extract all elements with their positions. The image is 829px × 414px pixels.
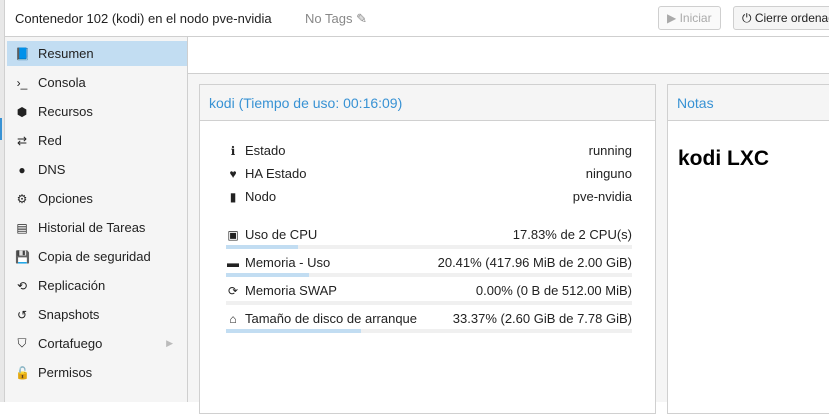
- sidebar-item-label: Replicación: [38, 278, 106, 293]
- sidebar-item-label: DNS: [38, 162, 66, 177]
- server-icon: ▮: [229, 189, 237, 204]
- resource-tree-edge: [0, 0, 5, 402]
- gear-icon: ⚙: [16, 191, 28, 206]
- sidebar-item-copia-de-seguridad[interactable]: 💾 Copia de seguridad: [7, 244, 187, 269]
- usage-bar-fill: [226, 245, 299, 249]
- sidebar-item-replicaci-n[interactable]: ⟲ Replicación: [7, 273, 187, 298]
- sidebar-item-label: Permisos: [38, 365, 93, 380]
- sidebar-item-label: Copia de seguridad: [38, 249, 151, 264]
- header: Contenedor 102 (kodi) en el nodo pve-nvi…: [5, 0, 829, 37]
- info-label: Nodo: [245, 189, 277, 204]
- cpu-icon: ▣: [227, 227, 239, 242]
- content: kodi (Tiempo de uso: 00:16:09) ℹ Estado ru…: [188, 74, 829, 414]
- tags-label: No Tags: [305, 11, 353, 26]
- usage-label: Tamaño de disco de arranque: [245, 311, 418, 326]
- info-icon: ℹ: [230, 143, 236, 158]
- usage-bar: [226, 329, 632, 333]
- list-icon: ▤: [16, 220, 28, 235]
- sidebar-item-label: Historial de Tareas: [38, 220, 146, 235]
- notes-content: kodi LXC: [678, 147, 770, 170]
- book-icon: 📘: [15, 46, 30, 61]
- sidebar-item-red[interactable]: ⇄ Red: [7, 128, 187, 153]
- usage-label: Memoria - Uso: [245, 255, 331, 270]
- sidebar-item-resumen[interactable]: 📘 Resumen: [7, 41, 187, 66]
- history-icon: ↺: [16, 307, 28, 322]
- power-icon: ⏻: [742, 11, 752, 25]
- usage-value: 17.83% de 2 CPU(s): [512, 227, 632, 242]
- sidebar-item-label: Snapshots: [38, 307, 100, 322]
- sidebar-item-historial-de-tareas[interactable]: ▤ Historial de Tareas: [7, 215, 187, 240]
- refresh-icon: ⟳: [227, 283, 239, 298]
- floppy-icon: 💾: [15, 249, 30, 264]
- cube-icon: ⬢: [16, 104, 28, 119]
- status-panel: kodi (Tiempo de uso: 00:16:09) ℹ Estado ru…: [199, 84, 656, 414]
- usage-value: 0.00% (0 B de 512.00 MiB): [475, 283, 632, 298]
- sidebar-item-label: Opciones: [38, 191, 93, 206]
- notes-panel: Notas kodi LXC: [667, 84, 829, 414]
- usage-value: 20.41% (417.96 MiB de 2.00 GiB): [437, 255, 632, 270]
- toolbar: [188, 37, 829, 74]
- exchange-icon: ⇄: [16, 133, 28, 148]
- sidebar-item-label: Resumen: [38, 46, 94, 61]
- usage-label: Uso de CPU: [245, 227, 318, 242]
- info-value: pve-nvidia: [572, 189, 632, 204]
- pencil-icon[interactable]: ✎: [356, 11, 367, 26]
- play-icon: ▶: [667, 11, 677, 25]
- tags[interactable]: No Tags ✎: [305, 11, 367, 27]
- hdd-icon: ⌂: [229, 311, 237, 326]
- usage-bar: [226, 245, 632, 249]
- info-value: ninguno: [585, 166, 632, 181]
- memory-icon: ▬: [227, 255, 239, 270]
- sidebar-item-label: Consola: [38, 75, 86, 90]
- usage-value: 33.37% (2.60 GiB de 7.78 GiB): [452, 311, 632, 326]
- usage-bar-fill: [226, 273, 309, 277]
- notes-panel-title: Notas: [668, 85, 829, 121]
- chevron-right-icon[interactable]: ▶: [166, 338, 173, 348]
- terminal-icon: ›_: [16, 75, 28, 90]
- sidebar-item-cortafuego[interactable]: ⛉ Cortafuego ▶: [7, 331, 187, 356]
- usage-bar: [226, 273, 632, 277]
- sidebar-item-permisos[interactable]: 🔓 Permisos: [7, 360, 187, 385]
- shutdown-label: Cierre ordenado: [754, 11, 829, 25]
- start-label: Iniciar: [679, 11, 712, 25]
- sidebar-item-snapshots[interactable]: ↺ Snapshots: [7, 302, 187, 327]
- sidebar-item-dns[interactable]: ● DNS: [7, 157, 187, 182]
- sidebar: 📘 Resumen ›_ Consola ⬢ Recursos ⇄ Red ● DNS ⚙ Opcio…: [5, 37, 188, 402]
- sidebar-item-label: Red: [38, 133, 62, 148]
- shield-icon: ⛉: [17, 336, 27, 350]
- usage-bar-fill: [226, 329, 362, 333]
- shutdown-button[interactable]: ⏻ Cierre ordenado: [733, 6, 829, 30]
- retweet-icon: ⟲: [16, 278, 28, 293]
- sidebar-item-label: Cortafuego: [38, 336, 103, 351]
- info-label: Estado: [245, 143, 286, 158]
- sidebar-item-label: Recursos: [38, 104, 93, 119]
- sidebar-item-recursos[interactable]: ⬢ Recursos: [7, 99, 187, 124]
- heartbeat-icon: ♥: [229, 166, 237, 181]
- globe-icon: ●: [18, 162, 26, 177]
- usage-label: Memoria SWAP: [245, 283, 337, 298]
- usage-bar: [226, 301, 632, 305]
- start-button[interactable]: ▶ Iniciar: [658, 6, 721, 30]
- status-panel-title: kodi (Tiempo de uso: 00:16:09): [200, 85, 655, 121]
- sidebar-item-opciones[interactable]: ⚙ Opciones: [7, 186, 187, 211]
- info-label: HA Estado: [245, 166, 307, 181]
- page-title: Contenedor 102 (kodi) en el nodo pve-nvi…: [15, 11, 272, 26]
- unlock-icon: 🔓: [15, 365, 30, 380]
- info-value: running: [588, 143, 632, 158]
- sidebar-item-consola[interactable]: ›_ Consola: [7, 70, 187, 95]
